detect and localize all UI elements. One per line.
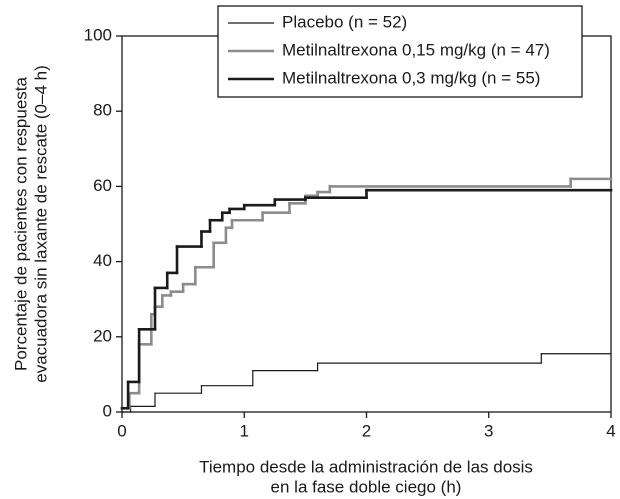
y-axis-label: Porcentaje de pacientes con respuesta	[11, 77, 30, 371]
x-axis-label: en la fase doble ciego (h)	[271, 477, 462, 496]
series	[120, 188, 613, 410]
x-tick-label: 3	[484, 421, 493, 440]
x-tick-label: 0	[117, 421, 126, 440]
y-axis-label: evacuadora sin laxante de rescate (0–4 h…	[31, 65, 50, 383]
y-tick-label: 40	[93, 251, 112, 270]
x-tick-label: 2	[362, 421, 371, 440]
y-tick-label: 20	[93, 326, 112, 345]
y-tick-label: 80	[93, 101, 112, 120]
y-tick-label: 100	[84, 25, 112, 44]
legend-label: Metilnaltrexona 0,15 mg/kg (n = 47)	[282, 40, 550, 59]
x-tick-label: 4	[606, 421, 615, 440]
x-axis-label: Tiempo desde la administración de las do…	[199, 457, 533, 476]
legend-label: Placebo (n = 52)	[282, 12, 407, 31]
series	[121, 353, 612, 413]
x-tick-label: 1	[240, 421, 249, 440]
legend-label: Metilnaltrexona 0,3 mg/kg (n = 55)	[282, 68, 540, 87]
y-tick-label: 60	[93, 176, 112, 195]
legend-box	[217, 5, 583, 98]
series	[120, 177, 613, 410]
y-tick-label: 0	[103, 401, 112, 420]
